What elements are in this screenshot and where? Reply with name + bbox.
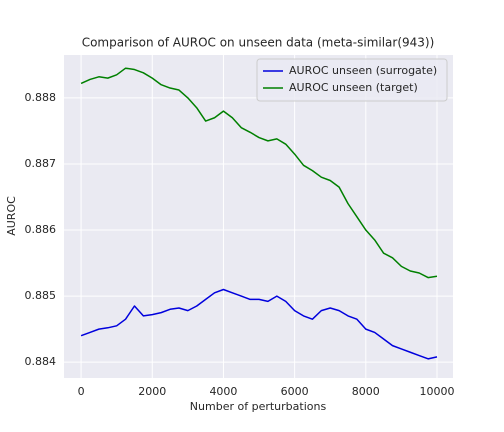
y-tick-label: 0.884	[25, 355, 57, 368]
legend-box	[256, 58, 448, 102]
x-tick-label: 0	[78, 385, 85, 398]
y-tick-label: 0.888	[25, 91, 57, 104]
plot-area	[64, 55, 453, 378]
y-tick-label: 0.886	[25, 223, 57, 236]
series-line	[80, 288, 438, 360]
x-tick-label: 6000	[281, 385, 309, 398]
x-tick-label: 8000	[352, 385, 380, 398]
legend-label: AUROC unseen (target)	[289, 81, 418, 94]
x-axis-label: Number of perturbations	[190, 400, 327, 413]
y-tick-label: 0.885	[25, 289, 57, 302]
chart-title: Comparison of AUROC on unseen data (meta…	[82, 36, 435, 50]
series-line	[80, 67, 438, 279]
legend-label: AUROC unseen (surrogate)	[289, 64, 437, 77]
x-tick-label: 4000	[209, 385, 237, 398]
x-tick-label: 10000	[419, 385, 454, 398]
y-axis-label: AUROC	[5, 196, 18, 236]
x-tick-label: 2000	[138, 385, 166, 398]
y-tick-label: 0.887	[25, 157, 57, 170]
